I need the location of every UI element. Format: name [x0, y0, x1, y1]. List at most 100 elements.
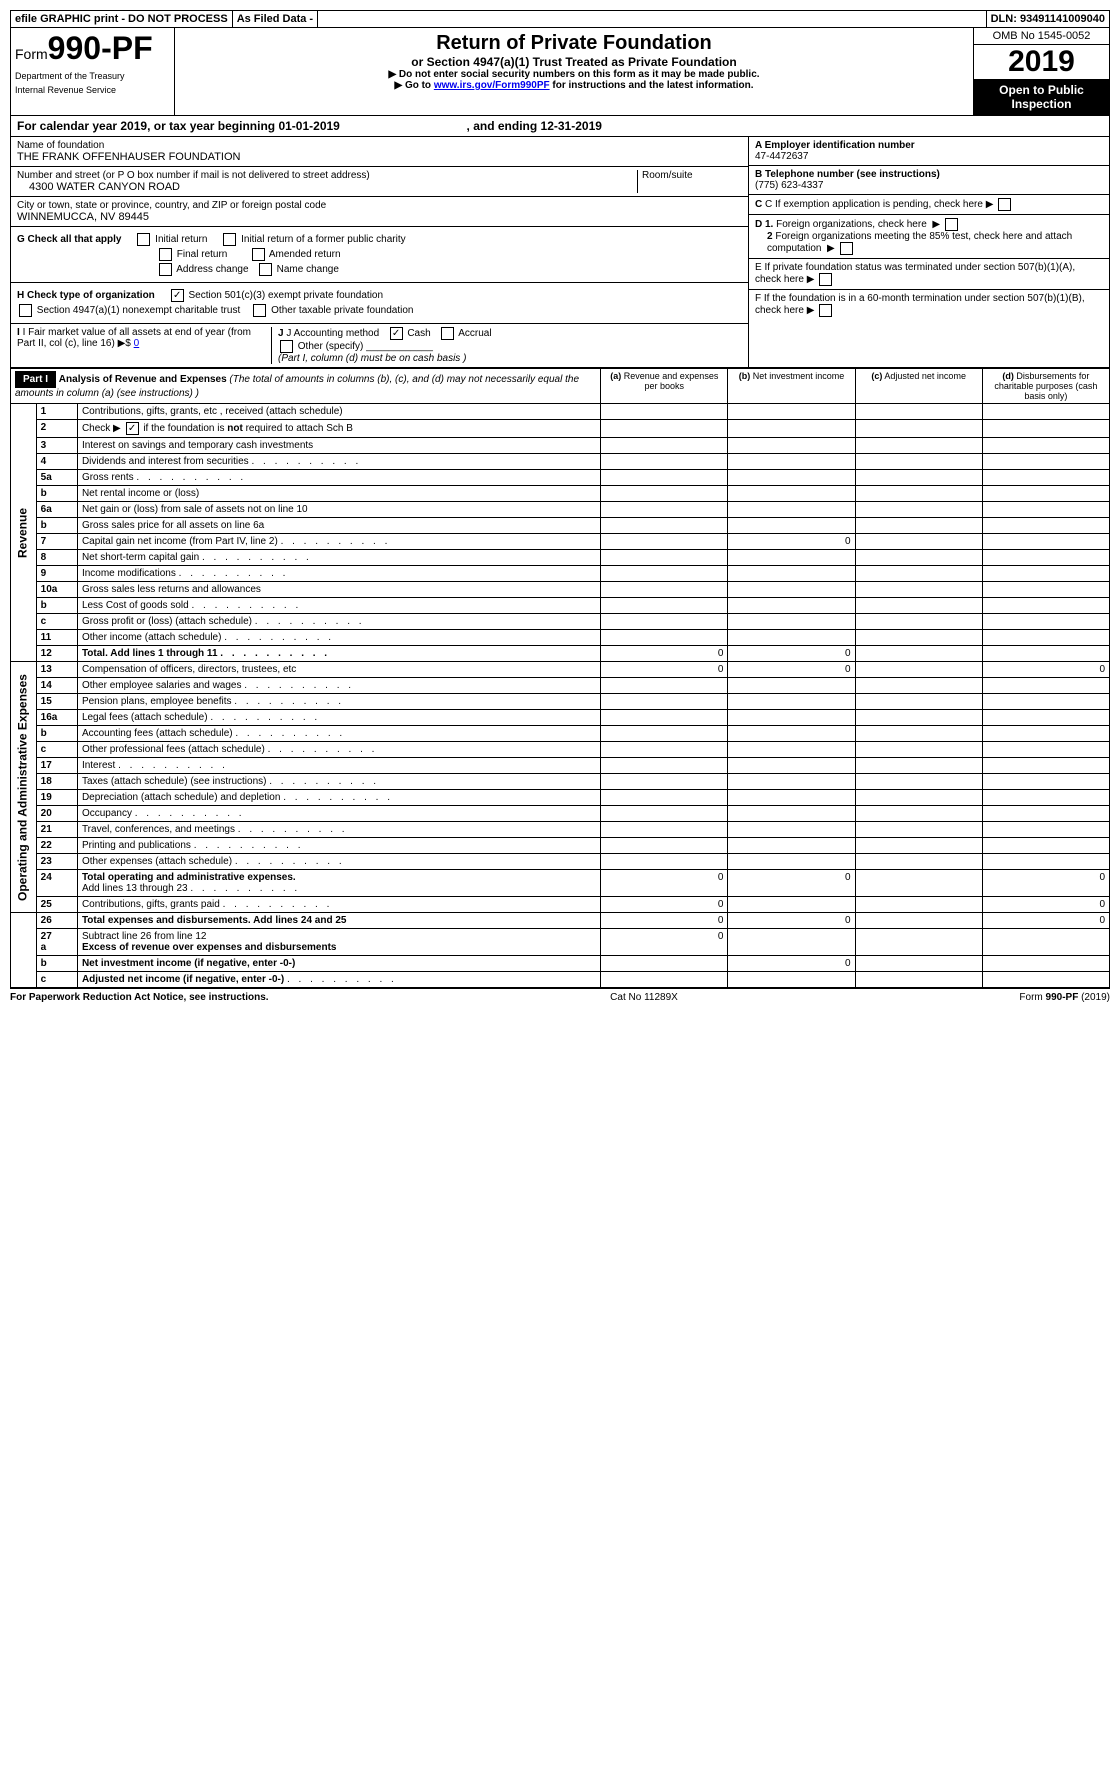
part1-table: Part I Analysis of Revenue and Expenses … [10, 368, 1110, 988]
val-12a: 0 [601, 646, 728, 662]
checkbox-final[interactable] [159, 248, 172, 261]
omb: OMB No 1545-0052 [974, 28, 1109, 45]
g-addr: Address change [176, 264, 248, 275]
e-label: E If private foundation status was termi… [755, 262, 1075, 285]
c-label: C If exemption application is pending, c… [765, 199, 983, 210]
checkbox-other-method[interactable] [280, 340, 293, 353]
g-label: G Check all that apply [17, 234, 121, 245]
left-col: Name of foundation THE FRANK OFFENHAUSER… [11, 137, 748, 367]
line-16a: Legal fees (attach schedule) [77, 710, 600, 726]
val-24a: 0 [601, 870, 728, 897]
inspection-badge: Open to Public Inspection [974, 79, 1109, 115]
line-7: Capital gain net income (from Part IV, l… [77, 534, 600, 550]
side-revenue: Revenue [11, 404, 37, 662]
g-amended: Amended return [269, 249, 341, 260]
checkbox-4947[interactable] [19, 304, 32, 317]
line-5a: Gross rents [77, 470, 600, 486]
c-cell: C C If exemption application is pending,… [749, 195, 1109, 215]
checkbox-d1[interactable] [945, 218, 958, 231]
line-1: Contributions, gifts, grants, etc , rece… [77, 404, 600, 420]
calyear-pre: For calendar year 2019, or tax year begi… [17, 119, 278, 133]
h-501c3: Section 501(c)(3) exempt private foundat… [188, 290, 383, 301]
dept-treasury: Department of the Treasury [15, 71, 170, 81]
line-12: Total. Add lines 1 through 11 [77, 646, 600, 662]
checkbox-c[interactable] [998, 198, 1011, 211]
checkbox-amended[interactable] [252, 248, 265, 261]
col-b-header: (b) Net investment income [728, 369, 855, 404]
checkbox-initial[interactable] [137, 233, 150, 246]
checkbox-addr-change[interactable] [159, 263, 172, 276]
val-26d: 0 [982, 913, 1109, 929]
line-8: Net short-term capital gain [77, 550, 600, 566]
dept-irs: Internal Revenue Service [15, 85, 170, 95]
line-25: Contributions, gifts, grants paid [77, 897, 600, 913]
g-final: Final return [177, 249, 228, 260]
right-col: A Employer identification number 47-4472… [748, 137, 1109, 367]
right-box: OMB No 1545-0052 2019 Open to Public Ins… [973, 28, 1109, 115]
checkbox-schb[interactable]: ✓ [126, 422, 139, 435]
addr-label: Number and street (or P O box number if … [17, 170, 637, 181]
checkbox-501c3[interactable]: ✓ [171, 289, 184, 302]
val-26a: 0 [601, 913, 728, 929]
line-4: Dividends and interest from securities [77, 454, 600, 470]
line-10a: Gross sales less returns and allowances [77, 582, 600, 598]
line-10c: Gross profit or (loss) (attach schedule) [77, 614, 600, 630]
col-a-header: (a) Revenue and expenses per books [601, 369, 728, 404]
j-other: Other (specify) [298, 341, 364, 352]
g-name: Name change [277, 264, 339, 275]
val-27a: 0 [601, 929, 728, 956]
efile-label: efile GRAPHIC print - DO NOT PROCESS [11, 11, 233, 27]
foundation-name: THE FRANK OFFENHAUSER FOUNDATION [17, 151, 742, 163]
section-g: G Check all that apply Initial return In… [11, 227, 748, 283]
footer-mid: Cat No 11289X [610, 992, 678, 1003]
subtitle: or Section 4947(a)(1) Trust Treated as P… [179, 55, 969, 69]
dln-label: DLN: [991, 13, 1017, 25]
checkbox-cash[interactable]: ✓ [390, 327, 403, 340]
footer: For Paperwork Reduction Act Notice, see … [10, 988, 1110, 1006]
irs-link[interactable]: www.irs.gov/Form990PF [434, 80, 550, 91]
footer-left: For Paperwork Reduction Act Notice, see … [10, 992, 269, 1003]
line-6b: Gross sales price for all assets on line… [77, 518, 600, 534]
instr-2: ▶ Go to www.irs.gov/Form990PF for instru… [179, 80, 969, 91]
line-3: Interest on savings and temporary cash i… [77, 438, 600, 454]
form-number-box: Form990-PF Department of the Treasury In… [11, 28, 175, 115]
line-13: Compensation of officers, directors, tru… [77, 662, 600, 678]
line-2: Check ▶ ✓ if the foundation is not requi… [77, 420, 600, 438]
checkbox-f[interactable] [819, 304, 832, 317]
instr-2-pre: ▶ Go to [394, 80, 433, 91]
foundation-name-cell: Name of foundation THE FRANK OFFENHAUSER… [11, 137, 748, 167]
city-value: WINNEMUCCA, NV 89445 [17, 211, 742, 223]
line-15: Pension plans, employee benefits [77, 694, 600, 710]
j-cash: Cash [407, 328, 430, 339]
line-9: Income modifications [77, 566, 600, 582]
checkbox-name-change[interactable] [259, 263, 272, 276]
f-label: F If the foundation is in a 60-month ter… [755, 293, 1085, 316]
val-13d: 0 [982, 662, 1109, 678]
side-expenses: Operating and Administrative Expenses [11, 662, 37, 913]
info-grid: Name of foundation THE FRANK OFFENHAUSER… [10, 137, 1110, 368]
tax-year: 2019 [974, 45, 1109, 79]
j-note: (Part I, column (d) must be on cash basi… [278, 353, 742, 364]
i-value[interactable]: 0 [134, 338, 140, 349]
checkbox-other-tax[interactable] [253, 304, 266, 317]
tel-value: (775) 623-4337 [755, 180, 1103, 191]
line-27b: Net investment income (if negative, ente… [77, 956, 600, 972]
f-cell: F If the foundation is in a 60-month ter… [749, 290, 1109, 320]
line-17: Interest [77, 758, 600, 774]
city-cell: City or town, state or province, country… [11, 197, 748, 227]
val-7b: 0 [728, 534, 855, 550]
checkbox-e[interactable] [819, 273, 832, 286]
val-13b: 0 [728, 662, 855, 678]
ein-value: 47-4472637 [755, 151, 1103, 162]
address-cell: Number and street (or P O box number if … [11, 167, 748, 197]
checkbox-d2[interactable] [840, 242, 853, 255]
tel-label: B Telephone number (see instructions) [755, 169, 1103, 180]
instr-1: ▶ Do not enter social security numbers o… [179, 69, 969, 80]
line-18: Taxes (attach schedule) (see instruction… [77, 774, 600, 790]
line-21: Travel, conferences, and meetings [77, 822, 600, 838]
title-box: Return of Private Foundation or Section … [175, 28, 973, 115]
dln-value: 93491141009040 [1020, 13, 1105, 25]
checkbox-accrual[interactable] [441, 327, 454, 340]
calyear-mid: , and ending [467, 119, 541, 133]
checkbox-initial-former[interactable] [223, 233, 236, 246]
